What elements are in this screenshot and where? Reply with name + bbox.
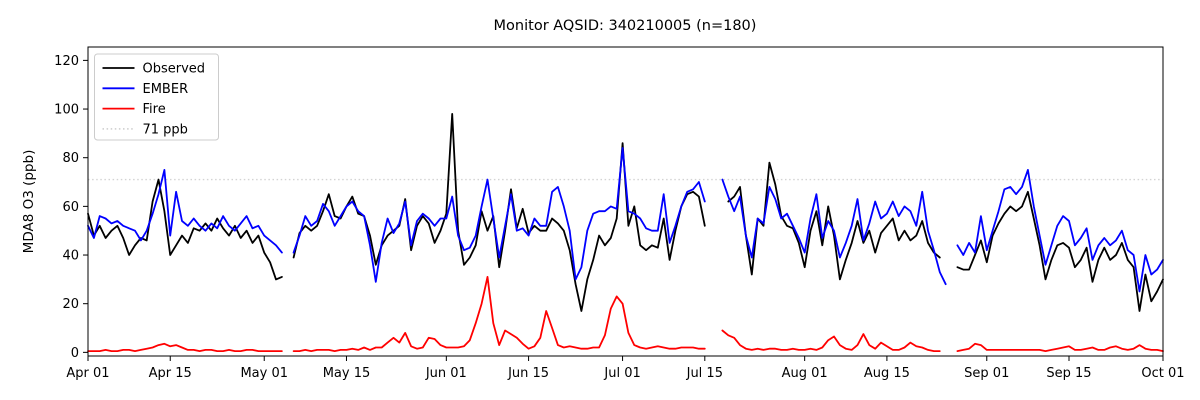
legend-label-observed: Observed — [143, 62, 206, 77]
axes-box — [87, 46, 1164, 357]
x-tick-label: May 15 — [323, 366, 371, 381]
plot-area: 0 20 40 60 80 100 120 Apr 01 Apr 15 May 01 May 15 J… — [54, 46, 1185, 381]
x-tick-label: May 01 — [240, 366, 288, 381]
x-tick-label: Oct 01 — [1141, 366, 1184, 381]
x-tick-label: Jun 15 — [507, 366, 549, 381]
x-tick-label: Jul 15 — [686, 366, 723, 381]
x-tick-label: Sep 01 — [964, 366, 1009, 381]
legend-label-71-ppb: 71 ppb — [143, 122, 188, 137]
series-line-ember — [87, 147, 1164, 293]
y-tick-label: 40 — [62, 249, 79, 264]
x-tick-label: Sep 15 — [1046, 366, 1091, 381]
series-line-observed — [87, 113, 1164, 312]
y-tick-label: 60 — [62, 200, 79, 215]
legend-label-fire: Fire — [143, 102, 166, 117]
legend-label-ember: EMBER — [143, 82, 189, 97]
y-tick-label: 0 — [71, 346, 79, 361]
x-tick-label: Jun 01 — [425, 366, 467, 381]
legend-box — [94, 53, 219, 141]
y-tick-label: 80 — [62, 151, 79, 166]
x-tick-label: Jul 01 — [603, 366, 640, 381]
chart-title: Monitor AQSID: 340210005 (n=180) — [494, 18, 757, 34]
y-tick-label: 120 — [54, 54, 79, 69]
series-line-fire — [87, 276, 1164, 352]
y-tick-label: 20 — [62, 297, 79, 312]
x-tick-label: Aug 15 — [864, 366, 910, 381]
x-tick-label: Aug 01 — [782, 366, 828, 381]
y-tick-label: 100 — [54, 103, 79, 118]
y-axis-label: MDA8 O3 (ppb) — [21, 150, 37, 254]
x-tick-label: Apr 01 — [66, 366, 109, 381]
x-tick-label: Apr 15 — [149, 366, 192, 381]
